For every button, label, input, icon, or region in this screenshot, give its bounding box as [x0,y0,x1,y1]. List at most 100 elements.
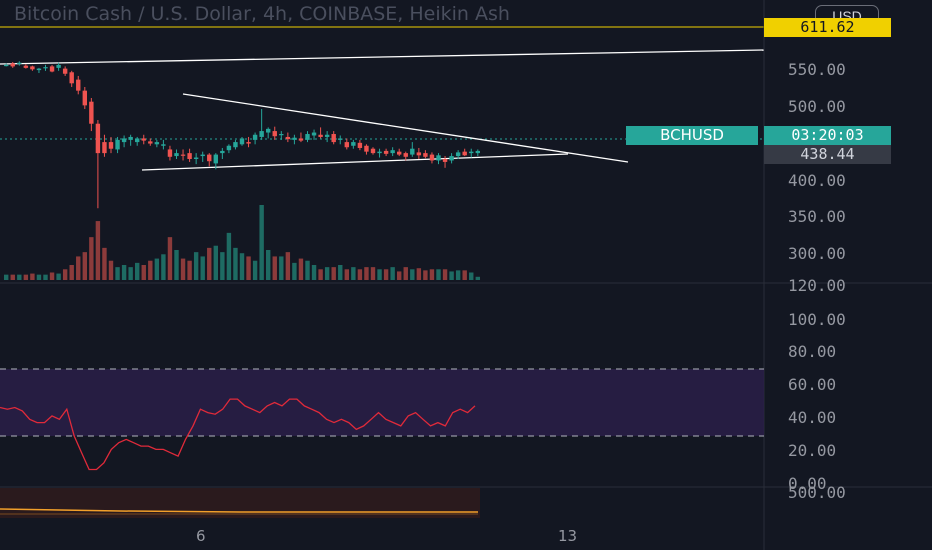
candle [318,127,323,139]
candle [285,132,291,143]
candle-body [318,134,323,137]
volume-bar [436,269,441,280]
candle [49,64,55,73]
volume-bar [69,265,74,280]
candle [252,132,258,145]
candle-body [357,142,363,148]
candle [102,134,107,157]
candle-body [17,62,22,64]
volume-bar [239,253,245,280]
candle [423,150,428,159]
upper-trendline[interactable] [0,49,765,65]
candle [475,149,480,157]
candle-body [449,156,454,161]
volume-bar [292,262,297,280]
rsi-scale-label: 40.00 [788,408,837,427]
candle-body [403,153,408,157]
volume-bar [259,205,264,280]
volume-bar [370,267,376,280]
candle-body [311,132,317,136]
price-label: 300.00 [788,244,846,263]
candle-body [187,153,192,159]
candle-body [331,134,336,143]
candle-body [233,142,238,148]
volume-bar [56,273,61,280]
candle [43,64,48,71]
volume-bar [338,265,343,280]
triangle-upper-line[interactable] [182,93,629,163]
volume-bar [89,237,94,280]
candle-body [180,154,186,156]
candle [462,148,467,157]
candle-body [338,138,343,140]
candle [311,129,317,140]
candle-body [279,134,284,136]
volume-bar [161,254,166,280]
triangle-lower-line[interactable] [141,153,569,171]
candle [449,153,454,164]
candle-body [383,150,389,154]
volume-bar [30,273,35,280]
candle [364,144,369,155]
candle-body [397,151,402,155]
candle [115,136,120,154]
volume-bar [410,269,415,280]
candle [128,134,133,146]
candle-body [148,141,153,144]
candle [193,153,199,165]
candle-body [23,65,29,68]
price-label: 400.00 [788,171,846,190]
candle-body [377,151,382,154]
candle-body [135,138,140,143]
candle [10,61,15,68]
candle [298,132,304,143]
candle-body [469,151,474,154]
volume-bar [193,252,199,280]
candle [154,139,160,148]
volume-bar [121,265,127,280]
volume-bar [62,269,68,280]
candle [161,139,166,150]
candle-body [108,142,114,149]
candle [390,147,395,157]
countdown-tag: 03:20:03 [764,126,891,145]
candle-body [423,153,428,157]
rsi-line [0,398,476,471]
candle-body [410,148,415,155]
candle [351,139,356,149]
price-label: 550.00 [788,60,846,79]
volume-bar [180,258,186,280]
candle [370,147,376,155]
candle [416,147,422,159]
candle-body [174,153,179,157]
candle-body [161,144,166,146]
candle-series [4,61,480,209]
alert-price-tag[interactable]: 611.62 [764,18,891,37]
candle-body [416,152,422,156]
candle-body [239,138,245,145]
volume-bar [298,258,304,280]
volume-bar [469,272,474,280]
candle [377,148,382,158]
candle [338,135,343,145]
volume-bar [128,267,133,280]
candle [82,86,87,110]
candle [442,156,448,168]
candle [266,127,271,139]
candle-body [43,67,48,69]
candle [305,131,310,143]
volume-bar [167,237,173,280]
candle-body [259,131,264,137]
candle-body [4,64,9,67]
volume-bar [449,271,454,280]
volume-bar [4,274,9,280]
volume-bar [141,265,146,280]
candle-body [324,134,330,137]
volume-bar [442,269,448,280]
volume-bar [76,256,81,280]
candle [279,131,284,140]
volume-bar [423,270,428,280]
candle-body [10,63,15,67]
candle [174,149,179,159]
